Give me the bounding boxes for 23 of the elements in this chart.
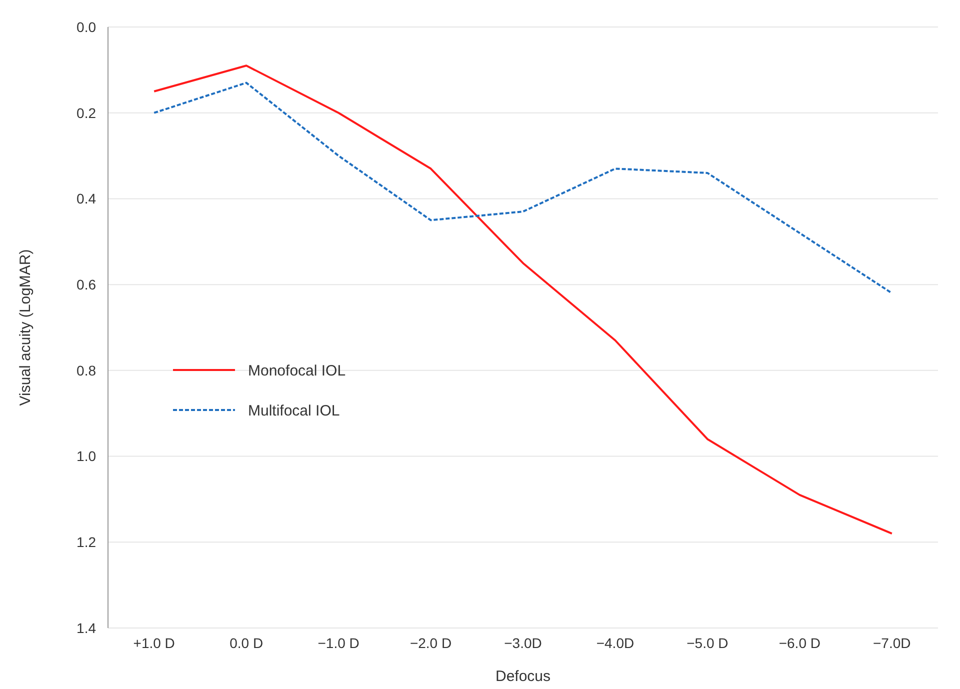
- y-tick-label: 0.2: [76, 104, 96, 121]
- y-tick-label: 0.6: [76, 276, 96, 292]
- line-series: [153, 82, 893, 294]
- legend-label: Monofocal IOL: [248, 362, 346, 380]
- x-tick-label: −6.0 D: [778, 635, 820, 651]
- y-axis-title: Visual acuity (LogMAR): [17, 249, 34, 406]
- x-tick-label: −1.0 D: [318, 635, 360, 651]
- x-tick-label: −7.0D: [873, 635, 911, 651]
- x-tick-label: −5.0 D: [686, 635, 728, 651]
- y-tick-label: 1.0: [76, 448, 96, 464]
- y-tick-label: 0.0: [76, 18, 96, 35]
- x-tick-label: +1.0 D: [133, 635, 175, 651]
- y-tick-label: 1.2: [76, 534, 96, 550]
- x-axis-title: Defocus: [495, 668, 551, 685]
- x-tick-label: −3.0D: [504, 635, 542, 651]
- legend-label: Multifocal IOL: [248, 402, 340, 420]
- y-tick-label: 1.4: [76, 620, 96, 636]
- x-tick-label: −4.0D: [596, 635, 634, 651]
- y-tick-label: 0.4: [76, 190, 96, 207]
- x-tick-label: −2.0 D: [410, 635, 452, 651]
- x-tick-label: 0.0 D: [230, 635, 264, 651]
- y-tick-label: 0.8: [76, 362, 96, 378]
- line-series: [153, 64, 893, 535]
